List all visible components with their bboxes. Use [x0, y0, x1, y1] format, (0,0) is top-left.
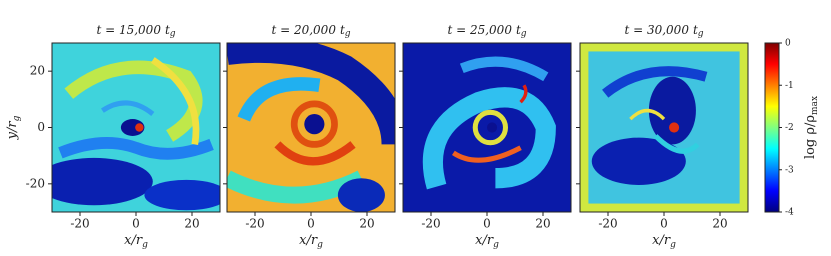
field-feature	[422, 87, 556, 190]
y-axis-label: y/rg	[5, 115, 22, 140]
x-axis-label-main: x/r	[475, 233, 494, 248]
colorbar-tick-label: -3	[785, 165, 794, 175]
x-axis-label: x/rg	[652, 233, 676, 250]
title-unit-sub: g	[698, 29, 704, 39]
title-time: t = 30,000	[624, 23, 689, 37]
field-feature	[337, 178, 385, 212]
field-feature	[629, 108, 666, 121]
field-feature	[487, 122, 498, 133]
panel: t = 30,000 tg-20 0 20x/rg	[576, 23, 749, 250]
field-feature	[64, 60, 203, 142]
density-field	[227, 43, 395, 212]
x-tick-label: 20	[359, 217, 374, 231]
x-tick-label: -20	[70, 217, 89, 231]
title-unit: t	[165, 23, 170, 37]
title-unit-sub: g	[170, 29, 176, 39]
panel: t = 20,000 tg-20 0 20x/rg	[223, 23, 396, 250]
colorbar-label-main: log ρ/ρ	[803, 115, 818, 159]
x-axis-label-sub: g	[670, 240, 676, 250]
density-field	[403, 43, 571, 212]
title-time: t = 25,000	[447, 23, 512, 37]
field-feature	[669, 122, 680, 133]
field-feature	[101, 100, 155, 117]
title-unit: t	[693, 23, 698, 37]
colorbar: 0 -1 -2 -3 -4 log ρ/ρmax	[764, 39, 820, 218]
colorbar-gradient	[764, 42, 780, 213]
field-feature	[459, 56, 549, 82]
field-feature	[144, 179, 220, 211]
x-axis-label: x/rg	[475, 233, 499, 250]
field-feature	[602, 66, 708, 98]
field-feature	[452, 145, 522, 163]
field-feature	[150, 57, 200, 145]
x-tick-label: 0	[660, 217, 668, 231]
title-unit: t	[340, 23, 345, 37]
y-tick-label: 0	[37, 120, 45, 134]
x-axis-label: x/rg	[299, 233, 323, 250]
field-feature	[472, 109, 509, 146]
field-features	[580, 43, 748, 212]
field-feature	[227, 43, 395, 146]
panel-title: t = 15,000 tg	[96, 23, 175, 39]
colorbar-tick-label: -1	[785, 81, 794, 91]
density-field	[52, 43, 220, 212]
panel-title: t = 20,000 tg	[271, 23, 350, 39]
x-axis-label-main: x/r	[299, 233, 318, 248]
field-feature	[52, 157, 153, 206]
field-feature	[648, 76, 696, 145]
x-tick-label: -20	[245, 217, 264, 231]
field-features	[227, 43, 395, 212]
field-feature	[653, 134, 700, 154]
x-tick-label: 0	[483, 217, 491, 231]
panel-title: t = 30,000 tg	[624, 23, 703, 39]
x-axis-label-main: x/r	[652, 233, 671, 248]
title-time: t = 15,000	[96, 23, 161, 37]
field-feature	[519, 84, 528, 104]
title-time: t = 20,000	[271, 23, 336, 37]
field-feature	[135, 123, 144, 132]
field-feature	[237, 77, 321, 122]
field-feature	[274, 141, 356, 166]
title-unit: t	[516, 23, 521, 37]
colorbar-label-sub: max	[810, 96, 820, 115]
y-tick-label: 20	[30, 64, 45, 78]
y-axis-label-main: y/r	[5, 121, 20, 141]
colorbar-tick-label: -4	[785, 208, 794, 218]
field-feature	[591, 137, 686, 185]
y-axis-label-sub: g	[12, 115, 22, 121]
x-axis-label-sub: g	[317, 240, 323, 250]
x-tick-label: 0	[132, 217, 140, 231]
density-field	[580, 43, 748, 212]
title-unit-sub: g	[521, 29, 527, 39]
y-tick-label: -20	[26, 176, 45, 190]
colorbar-label: log ρ/ρmax	[803, 96, 820, 159]
field-features	[52, 57, 220, 211]
field-feature	[304, 113, 325, 135]
panel-title: t = 25,000 tg	[447, 23, 526, 39]
x-tick-label: 20	[535, 217, 550, 231]
x-tick-label: -20	[598, 217, 617, 231]
x-tick-label: -20	[421, 217, 440, 231]
x-tick-label: 20	[712, 217, 727, 231]
colorbar-tick-label: 0	[785, 39, 791, 49]
field-feature	[290, 100, 338, 148]
x-axis-label-sub: g	[493, 240, 499, 250]
field-features	[422, 56, 556, 190]
field-feature	[120, 119, 145, 136]
x-tick-label: 20	[184, 217, 199, 231]
panel: t = 25,000 tg-20 0 20x/rg	[399, 23, 572, 250]
colorbar-tick-label: -2	[785, 123, 794, 133]
x-axis-label-sub: g	[142, 240, 148, 250]
x-axis-label-main: x/r	[124, 233, 143, 248]
title-unit-sub: g	[345, 29, 351, 39]
x-tick-label: 0	[307, 217, 315, 231]
x-axis-label: x/rg	[124, 233, 148, 250]
field-feature	[58, 137, 214, 160]
